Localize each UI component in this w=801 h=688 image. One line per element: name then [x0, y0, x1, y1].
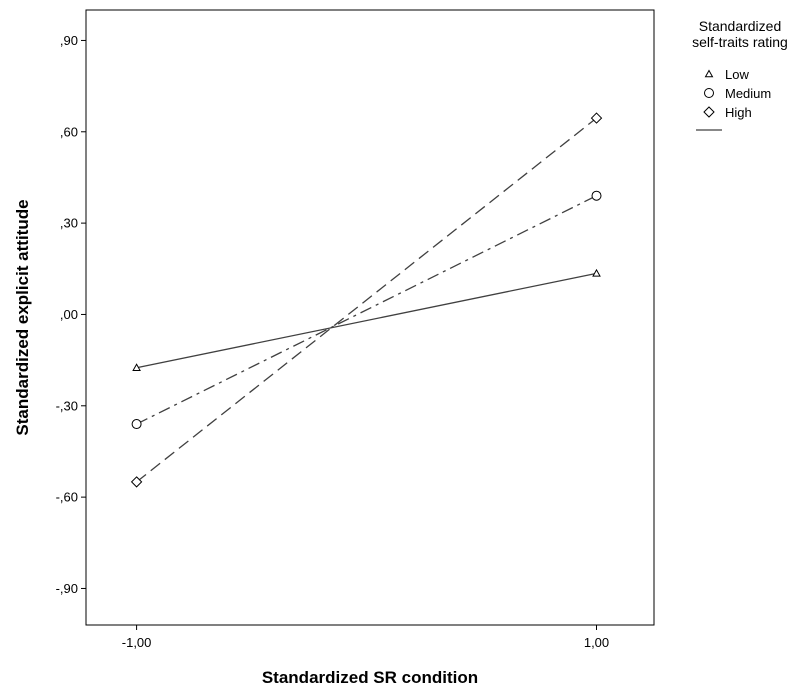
series-medium: [131, 190, 602, 430]
legend-label: High: [725, 105, 752, 120]
series-high: [130, 112, 603, 488]
y-tick-label: ,00: [60, 307, 78, 322]
series-line: [136, 117, 597, 483]
x-axis-title: Standardized SR condition: [262, 668, 478, 687]
y-tick-label: -,30: [56, 398, 78, 413]
circle-marker: [131, 419, 142, 430]
series-low: [132, 268, 601, 372]
diamond-marker: [130, 476, 143, 488]
x-tick-label: -1,00: [122, 635, 152, 650]
series-line: [136, 195, 597, 425]
legend-title: self-traits rating: [692, 34, 788, 50]
x-tick-label: 1,00: [584, 635, 609, 650]
legend-triangle-icon: [704, 69, 714, 78]
diamond-marker: [590, 112, 603, 124]
y-tick-label: ,90: [60, 33, 78, 48]
legend-label: Medium: [725, 86, 771, 101]
circle-marker: [591, 190, 602, 201]
series-layer: [130, 112, 603, 488]
legend-circle-icon: [704, 88, 714, 98]
legend-label: Low: [725, 67, 749, 82]
y-tick-label: -,60: [56, 490, 78, 505]
y-tick-label: ,60: [60, 124, 78, 139]
x-axis: -1,00 1,00: [122, 625, 609, 650]
y-axis: ,90 ,60 ,30 ,00 -,30 -,60 -,90: [56, 33, 86, 596]
y-tick-label: -,90: [56, 581, 78, 596]
triangle-marker: [592, 268, 601, 277]
legend-title: Standardized: [699, 18, 782, 34]
plot-frame: [85, 9, 655, 626]
triangle-marker: [132, 363, 141, 372]
y-tick-label: ,30: [60, 216, 78, 231]
legend-diamond-icon: [703, 106, 715, 118]
series-line: [136, 272, 597, 369]
y-axis-title: Standardized explicit attitude: [13, 199, 32, 435]
